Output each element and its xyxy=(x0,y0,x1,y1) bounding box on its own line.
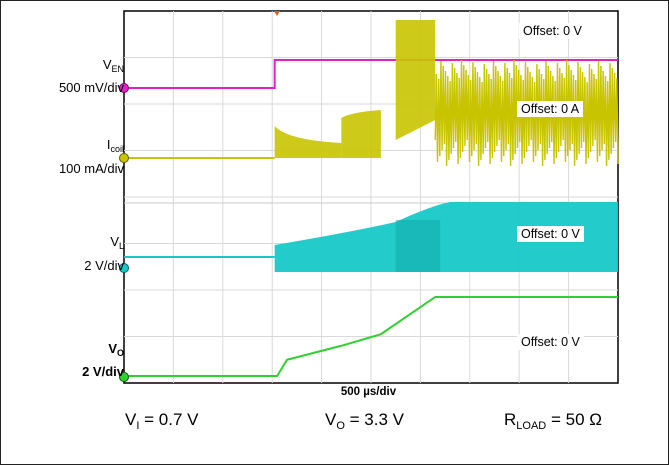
vo-condition: VO = 3.3 V xyxy=(325,410,404,432)
ch4-ground-marker xyxy=(119,372,129,382)
ch4-trace xyxy=(124,295,618,377)
ch4-label: VO xyxy=(108,341,124,358)
ch2-ripple-band-1 xyxy=(274,126,342,158)
timebase-label: 500 µs/div xyxy=(340,386,397,398)
ch3-dense-region xyxy=(395,220,441,272)
ch1-trace xyxy=(124,59,618,89)
ch2-offset-label: Offset: 0 A xyxy=(517,101,584,117)
trigger-marker xyxy=(274,11,280,16)
ch2-ripple-noise xyxy=(434,59,619,167)
ch3-switching-band xyxy=(274,202,618,272)
ch1-offset-label: Offset: 0 V xyxy=(519,23,586,39)
rload-condition: RLOAD = 50 Ω xyxy=(504,410,602,432)
ch3-offset-label: Offset: 0 V xyxy=(517,226,584,242)
ch3-scale: 2 V/div xyxy=(84,258,124,273)
ch1-label: VEN xyxy=(102,57,124,74)
vi-condition: VI = 0.7 V xyxy=(125,410,199,432)
ch1-ground-marker xyxy=(119,83,129,93)
ch2-ground-marker xyxy=(119,153,129,163)
ch3-label: VL xyxy=(110,234,124,251)
ch4-scale: 2 V/div xyxy=(82,364,124,379)
ch4-offset-label: Offset: 0 V xyxy=(517,334,584,350)
ch2-scale: 100 mA/div xyxy=(58,161,124,176)
ch1-scale: 500 mV/div xyxy=(58,80,124,95)
ch3-ground-marker xyxy=(119,263,129,273)
ch2-ripple-band-2 xyxy=(341,110,381,158)
ch2-label: Icoil xyxy=(106,137,124,154)
ch2-ripple-band-3 xyxy=(395,20,436,140)
